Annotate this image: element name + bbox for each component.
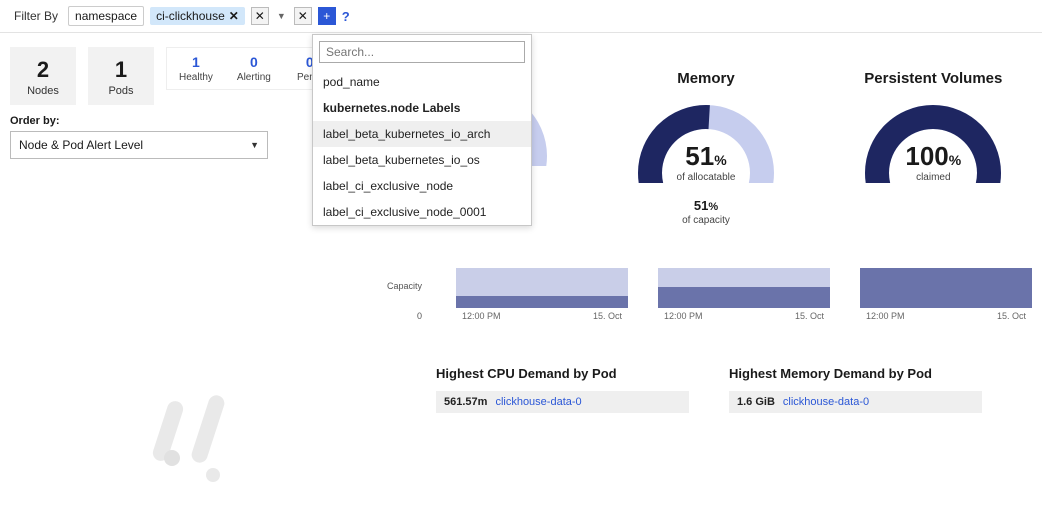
pods-value: 1 (104, 57, 138, 83)
memory-metric: Memory 51% of allocatable 51% of capacit… (607, 70, 804, 226)
order-by-value: Node & Pod Alert Level (19, 138, 143, 152)
healthy-stat[interactable]: 1 Healthy (167, 48, 225, 89)
filter-caret-icon[interactable]: ▼ (275, 11, 288, 21)
dropdown-search-input[interactable] (319, 41, 525, 63)
cpu-demand-pod-link[interactable]: clickhouse-data-0 (495, 396, 581, 408)
axis-l: 12:00 PM (664, 311, 703, 321)
nodes-card[interactable]: 2 Nodes (10, 47, 76, 105)
axis-r: 15. Oct (997, 311, 1026, 321)
axis-l: 12:00 PM (866, 311, 905, 321)
pv-title: Persistent Volumes (835, 70, 1032, 87)
nodes-value: 2 (26, 57, 60, 83)
pv-gauge-pct: % (949, 152, 961, 168)
cpu-demand: Highest CPU Demand by Pod 561.57m clickh… (436, 366, 689, 413)
pods-label: Pods (104, 85, 138, 97)
remove-tag-icon[interactable]: ✕ (229, 9, 239, 23)
dropdown-option[interactable]: pod_name (313, 69, 531, 95)
cpu-demand-title: Highest CPU Demand by Pod (436, 366, 689, 381)
memory-cap-sub: of capacity (607, 215, 804, 226)
filter-bar: Filter By namespace ci-clickhouse ✕ ✕ ▼ … (0, 0, 1042, 33)
active-filter-tag-text: ci-clickhouse (156, 9, 225, 23)
clear-filter-button[interactable]: ✕ (251, 7, 269, 25)
pv-gauge: 100% claimed (853, 93, 1013, 183)
healthy-label: Healthy (179, 72, 213, 83)
pods-card[interactable]: 1 Pods (88, 47, 154, 105)
spark-row: Capacity 0 12:00 PM 15. Oct 12:00 PM 15. O… (380, 268, 1032, 321)
active-filter-tag[interactable]: ci-clickhouse ✕ (150, 7, 245, 25)
memory-spark: 12:00 PM 15. Oct (658, 268, 830, 321)
axis-r: 15. Oct (593, 311, 622, 321)
dropdown-option[interactable]: label_ci_exclusive_node (313, 173, 531, 199)
dropdown-option[interactable]: label_ci_exclusive_node_0001 (313, 199, 531, 225)
memory-demand-value: 1.6 GiB (737, 396, 775, 408)
spark-y-top: Capacity (380, 281, 422, 291)
memory-demand-pod-link[interactable]: clickhouse-data-0 (783, 396, 869, 408)
cpu-demand-item[interactable]: 561.57m clickhouse-data-0 (436, 391, 689, 413)
cpu-demand-value: 561.57m (444, 396, 487, 408)
alerting-stat[interactable]: 0 Alerting (225, 48, 283, 89)
spark-y-bottom: 0 (380, 311, 422, 321)
memory-gauge-value: 51 (685, 141, 714, 171)
pv-metric: Persistent Volumes 100% claimed (835, 70, 1032, 226)
memory-demand-title: Highest Memory Demand by Pod (729, 366, 982, 381)
memory-gauge-sub: of allocatable (626, 172, 786, 183)
cpu-spark: 12:00 PM 15. Oct (456, 268, 628, 321)
filter-by-label: Filter By (10, 7, 62, 25)
alerting-label: Alerting (237, 72, 271, 83)
nodes-label: Nodes (26, 85, 60, 97)
pv-gauge-value: 100 (905, 141, 948, 171)
dropdown-option[interactable]: label_beta_kubernetes_io_os (313, 147, 531, 173)
alerting-value: 0 (237, 54, 271, 70)
memory-cap-pct: % (708, 201, 718, 213)
memory-demand-item[interactable]: 1.6 GiB clickhouse-data-0 (729, 391, 982, 413)
remove-filter-group-button[interactable]: ✕ (294, 7, 312, 25)
dropdown-option[interactable]: label_beta_kubernetes_io_arch (313, 121, 531, 147)
pv-gauge-sub: claimed (853, 172, 1013, 183)
memory-capacity: 51% of capacity (607, 197, 804, 226)
healthy-value: 1 (179, 54, 213, 70)
order-by-select[interactable]: Node & Pod Alert Level ▼ (10, 131, 268, 159)
memory-demand: Highest Memory Demand by Pod 1.6 GiB cli… (729, 366, 982, 413)
axis-l: 12:00 PM (462, 311, 501, 321)
memory-cap-value: 51 (694, 198, 708, 213)
chevron-down-icon: ▼ (250, 140, 259, 150)
memory-gauge: 51% of allocatable (626, 93, 786, 183)
filter-dropdown: pod_namekubernetes.node Labelslabel_beta… (312, 34, 532, 226)
add-filter-button[interactable]: + (318, 7, 336, 25)
dropdown-section-header: kubernetes.node Labels (313, 95, 531, 121)
spark-y-labels: Capacity 0 (380, 281, 426, 321)
help-icon[interactable]: ? (342, 9, 350, 24)
demand-row: Highest CPU Demand by Pod 561.57m clickh… (436, 366, 982, 413)
memory-gauge-pct: % (714, 152, 726, 168)
namespace-chip[interactable]: namespace (68, 6, 144, 26)
axis-r: 15. Oct (795, 311, 824, 321)
pv-spark: 12:00 PM 15. Oct (860, 268, 1032, 321)
memory-title: Memory (607, 70, 804, 87)
